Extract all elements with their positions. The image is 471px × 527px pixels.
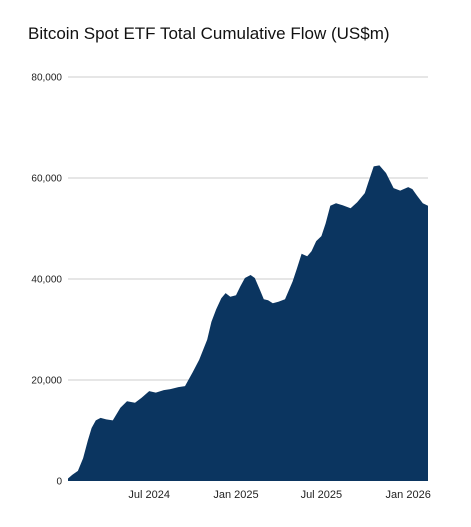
cumulative-flow-area [68,165,428,481]
x-tick-label: Jan 2025 [213,489,258,501]
y-tick-label: 20,000 [31,376,62,387]
chart-title: Bitcoin Spot ETF Total Cumulative Flow (… [28,24,390,43]
x-tick-label: Jul 2024 [128,489,170,501]
y-axis-labels: 0 20,000 40,000 60,000 80,000 [31,73,62,488]
y-tick-label: 0 [56,477,62,488]
area-series [68,165,428,481]
x-tick-label: Jul 2025 [301,489,343,501]
y-tick-label: 80,000 [31,73,62,84]
x-tick-label: Jan 2026 [386,489,431,501]
x-axis-labels: Jul 2024 Jan 2025 Jul 2025 Jan 2026 [128,489,430,501]
y-tick-label: 60,000 [31,174,62,185]
y-tick-label: 40,000 [31,275,62,286]
